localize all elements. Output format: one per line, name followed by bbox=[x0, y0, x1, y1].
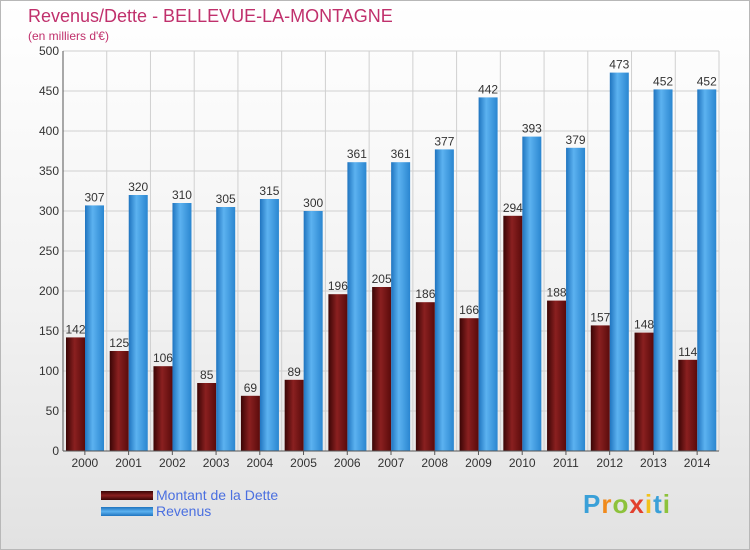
data-label: 106 bbox=[153, 351, 173, 365]
legend-label-revenus: Revenus bbox=[156, 503, 212, 519]
y-tick-label: 150 bbox=[39, 324, 59, 338]
proxiti-logo: Proxiti bbox=[583, 489, 671, 519]
data-label: 361 bbox=[347, 147, 367, 161]
x-tick-label: 2010 bbox=[509, 456, 536, 470]
bar-revenus bbox=[347, 162, 367, 451]
bar-dette bbox=[678, 359, 698, 451]
bar-dette bbox=[109, 351, 129, 451]
x-tick-label: 2007 bbox=[378, 456, 405, 470]
data-label: 442 bbox=[478, 82, 498, 96]
bar-dette bbox=[328, 294, 348, 451]
data-label: 452 bbox=[653, 74, 673, 88]
data-label: 361 bbox=[391, 147, 411, 161]
bar-revenus bbox=[216, 207, 236, 451]
x-tick-label: 2011 bbox=[553, 456, 579, 470]
data-label: 142 bbox=[65, 322, 85, 336]
bar-dette bbox=[240, 395, 260, 451]
bar-dette bbox=[284, 379, 304, 451]
bar-revenus bbox=[434, 149, 454, 451]
bar-revenus bbox=[653, 89, 673, 452]
x-tick-label: 2003 bbox=[203, 456, 230, 470]
legend-label-dette: Montant de la Dette bbox=[156, 487, 279, 503]
data-label: 452 bbox=[697, 74, 717, 88]
data-label: 114 bbox=[678, 345, 697, 359]
x-tick-label: 2006 bbox=[334, 456, 361, 470]
bar-dette bbox=[197, 383, 217, 451]
bar-revenus bbox=[303, 211, 323, 451]
data-label: 196 bbox=[328, 279, 348, 293]
data-label: 188 bbox=[547, 286, 567, 300]
x-tick-label: 2014 bbox=[684, 456, 711, 470]
y-tick-label: 200 bbox=[39, 284, 59, 298]
legend-swatch-revenus bbox=[101, 507, 153, 516]
data-label: 379 bbox=[566, 133, 586, 147]
y-tick-label: 350 bbox=[39, 164, 59, 178]
bar-revenus bbox=[566, 147, 586, 452]
chart-title: Revenus/Dette - BELLEVUE-LA-MONTAGNE bbox=[28, 6, 393, 26]
x-tick-label: 2009 bbox=[465, 456, 492, 470]
x-tick-label: 2005 bbox=[290, 456, 317, 470]
bar-revenus bbox=[259, 199, 279, 451]
x-tick-label: 2004 bbox=[246, 456, 273, 470]
bar-revenus bbox=[391, 162, 411, 451]
y-tick-label: 50 bbox=[46, 404, 60, 418]
bar-revenus bbox=[697, 89, 717, 452]
x-tick-label: 2013 bbox=[640, 456, 667, 470]
bar-revenus bbox=[522, 136, 542, 451]
legend-swatch-dette bbox=[101, 491, 153, 500]
data-label: 186 bbox=[415, 287, 435, 301]
bar-dette bbox=[634, 332, 654, 451]
y-tick-label: 250 bbox=[39, 244, 59, 258]
x-tick-label: 2000 bbox=[72, 456, 99, 470]
y-tick-label: 450 bbox=[39, 84, 59, 98]
data-label: 315 bbox=[259, 184, 279, 198]
bar-dette bbox=[372, 287, 392, 451]
data-label: 310 bbox=[172, 188, 192, 202]
bar-revenus bbox=[128, 195, 148, 451]
y-tick-label: 500 bbox=[39, 44, 59, 58]
bar-dette bbox=[459, 318, 479, 451]
x-tick-label: 2012 bbox=[596, 456, 623, 470]
x-tick-label: 2001 bbox=[115, 456, 142, 470]
data-label: 148 bbox=[634, 318, 654, 332]
data-label: 320 bbox=[128, 180, 148, 194]
bar-chart: 142 307 125 320 106 310 85 305 69 315 89 300 196 361 2… bbox=[39, 44, 720, 470]
data-label: 157 bbox=[590, 310, 610, 324]
chart-subtitle: (en milliers d'€) bbox=[28, 29, 109, 43]
data-label: 393 bbox=[522, 122, 542, 136]
y-tick-label: 0 bbox=[52, 444, 59, 458]
data-label: 205 bbox=[372, 272, 392, 286]
bar-revenus bbox=[478, 97, 498, 452]
bar-dette bbox=[503, 215, 523, 451]
data-label: 89 bbox=[287, 365, 301, 379]
data-label: 166 bbox=[459, 303, 479, 317]
data-label: 85 bbox=[200, 368, 214, 382]
y-tick-label: 100 bbox=[39, 364, 59, 378]
data-label: 377 bbox=[434, 134, 454, 148]
data-label: 307 bbox=[84, 190, 104, 204]
bar-dette bbox=[153, 366, 173, 451]
y-tick-label: 300 bbox=[39, 204, 59, 218]
bar-revenus bbox=[172, 203, 192, 451]
data-label: 125 bbox=[109, 336, 129, 350]
data-label: 305 bbox=[216, 192, 236, 206]
x-tick-label: 2002 bbox=[159, 456, 186, 470]
data-label: 294 bbox=[503, 201, 523, 215]
bar-revenus bbox=[609, 72, 629, 451]
data-label: 69 bbox=[244, 381, 258, 395]
bar-dette bbox=[415, 302, 435, 451]
bar-dette bbox=[590, 325, 610, 451]
y-tick-label: 400 bbox=[39, 124, 59, 138]
x-tick-label: 2008 bbox=[421, 456, 448, 470]
bar-revenus bbox=[85, 205, 104, 451]
bar-dette bbox=[547, 300, 567, 451]
data-label: 300 bbox=[303, 196, 323, 210]
bar-dette bbox=[66, 337, 85, 451]
data-label: 473 bbox=[609, 58, 629, 72]
